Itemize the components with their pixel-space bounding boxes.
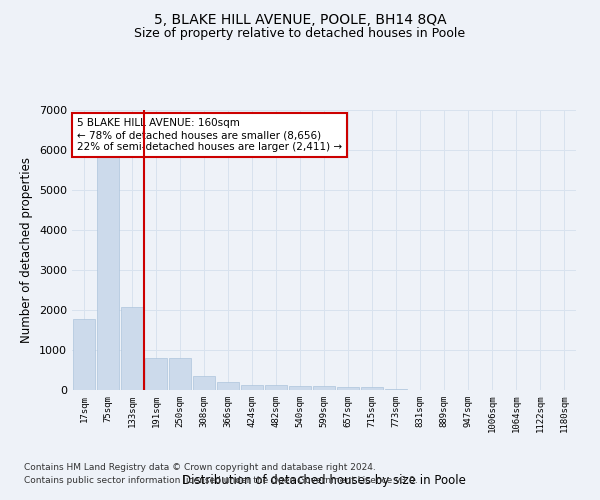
- Bar: [121, 307, 143, 390]
- Bar: [361, 387, 383, 390]
- X-axis label: Distribution of detached houses by size in Poole: Distribution of detached houses by size …: [182, 474, 466, 487]
- Bar: [97, 157, 119, 390]
- Bar: [145, 358, 167, 390]
- Text: 5 BLAKE HILL AVENUE: 160sqm
← 78% of detached houses are smaller (8,656)
22% of : 5 BLAKE HILL AVENUE: 160sqm ← 78% of det…: [77, 118, 342, 152]
- Text: Size of property relative to detached houses in Poole: Size of property relative to detached ho…: [134, 28, 466, 40]
- Y-axis label: Number of detached properties: Number of detached properties: [20, 157, 34, 343]
- Bar: [337, 387, 359, 390]
- Bar: [169, 358, 191, 390]
- Bar: [193, 376, 215, 390]
- Text: Contains HM Land Registry data © Crown copyright and database right 2024.: Contains HM Land Registry data © Crown c…: [24, 464, 376, 472]
- Bar: [241, 385, 263, 390]
- Bar: [265, 385, 287, 390]
- Text: 5, BLAKE HILL AVENUE, POOLE, BH14 8QA: 5, BLAKE HILL AVENUE, POOLE, BH14 8QA: [154, 12, 446, 26]
- Bar: [385, 389, 407, 390]
- Bar: [217, 382, 239, 390]
- Bar: [313, 386, 335, 390]
- Bar: [73, 319, 95, 390]
- Bar: [289, 386, 311, 390]
- Text: Contains public sector information licensed under the Open Government Licence v3: Contains public sector information licen…: [24, 476, 418, 485]
